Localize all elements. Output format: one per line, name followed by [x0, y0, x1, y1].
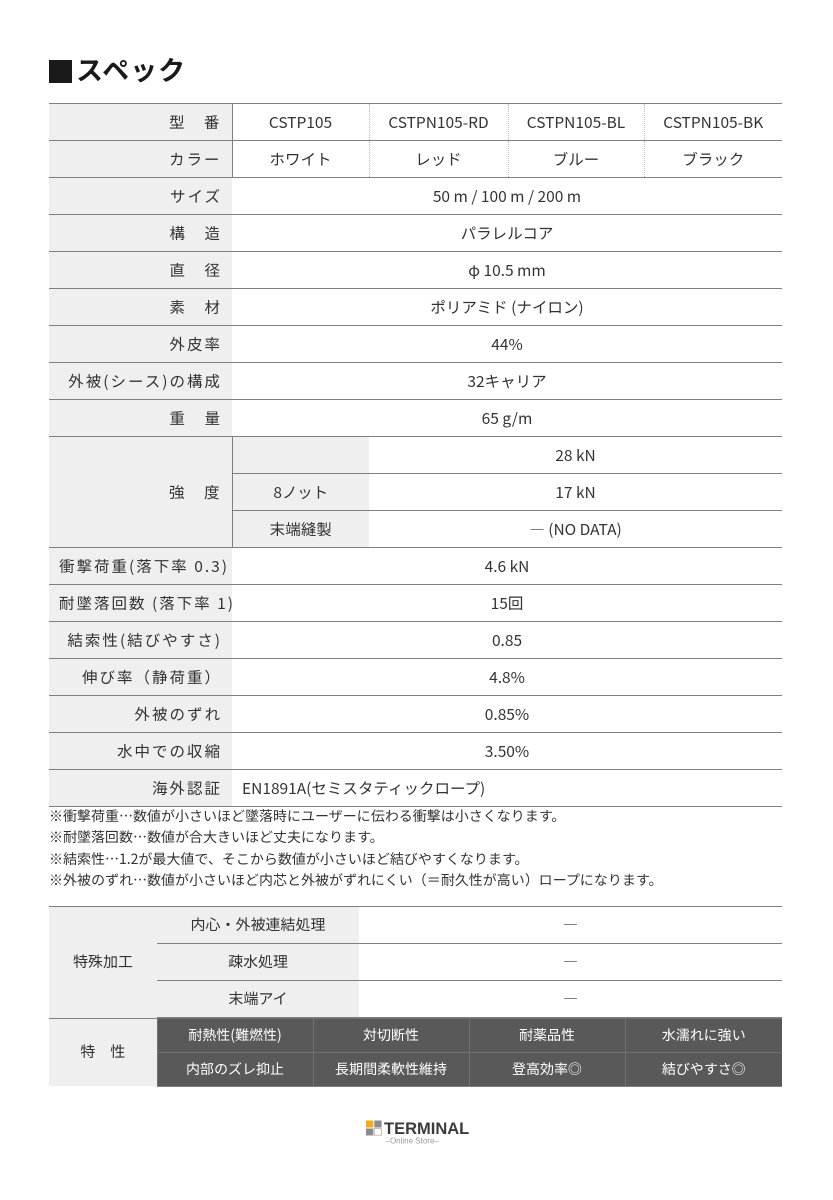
svg-text:TERMINAL: TERMINAL	[384, 1120, 469, 1138]
svg-text:–Online Store–: –Online Store–	[386, 1137, 440, 1146]
